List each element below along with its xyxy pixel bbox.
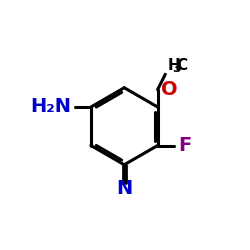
Text: N: N <box>116 179 132 198</box>
Text: O: O <box>161 80 178 99</box>
Text: C: C <box>176 58 187 73</box>
Text: F: F <box>178 136 191 155</box>
Text: H: H <box>167 58 180 73</box>
Text: H₂N: H₂N <box>31 96 72 116</box>
Text: 3: 3 <box>172 62 181 75</box>
